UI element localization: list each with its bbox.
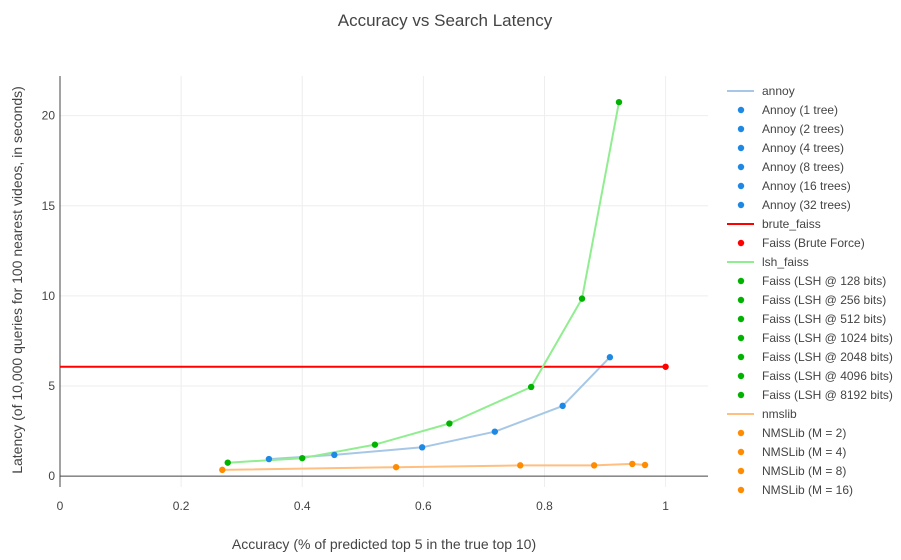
point-nmslib-m-2 (219, 466, 226, 474)
legend-swatch-marker (737, 391, 745, 399)
y-tick-label: 5 (48, 379, 55, 393)
legend-item-nmslib-m-16: NMSLib (M = 16) (762, 483, 853, 497)
legend-item-annoy-32-trees: Annoy (32 trees) (762, 198, 851, 212)
legend-swatch-marker (737, 486, 745, 494)
legend-item-faiss-lsh-1024-bits: Faiss (LSH @ 1024 bits) (762, 331, 893, 345)
series-points (219, 98, 669, 474)
point-faiss-lsh-256-bits (299, 454, 306, 462)
legend-item-nmslib-m-2: NMSLib (M = 2) (762, 426, 846, 440)
legend-item-faiss-lsh-4096-bits: Faiss (LSH @ 4096 bits) (762, 369, 893, 383)
x-tick-label: 0.8 (536, 499, 553, 513)
point-nmslib-m-16 (590, 462, 598, 469)
x-tick-label: 0.6 (415, 499, 432, 513)
line-annoy (268, 356, 611, 461)
y-axis-ticks: 0 5 10 15 20 (42, 109, 56, 484)
point-faiss-lsh-1024-bits (446, 420, 453, 427)
point-annoy-8-trees (418, 444, 426, 451)
legend: annoy Annoy (1 tree) Annoy (2 trees) Annoy … (727, 84, 893, 497)
legend-swatch-marker (737, 144, 745, 152)
legend-swatch-marker (737, 277, 745, 285)
point-nmslib-m-8 (517, 462, 524, 469)
y-tick-label: 15 (42, 199, 56, 213)
legend-item-annoy-4-trees: Annoy (4 trees) (762, 141, 844, 155)
legend-swatch-marker (737, 296, 745, 304)
y-tick-label: 0 (48, 469, 55, 483)
legend-item-faiss-lsh-2048-bits: Faiss (LSH @ 2048 bits) (762, 350, 893, 364)
point-nmslib-m-4 (392, 463, 400, 471)
legend-item-faiss-lsh-256-bits: Faiss (LSH @ 256 bits) (762, 293, 886, 307)
point-faiss-lsh-8192-bits (615, 98, 623, 106)
legend-item-nmslib-m-8: NMSLib (M = 8) (762, 464, 846, 478)
y-tick-label: 20 (42, 109, 56, 123)
legend-item-brute-faiss: brute_faiss (762, 217, 821, 231)
legend-swatch-marker (737, 429, 745, 437)
legend-item-annoy-2-trees: Annoy (2 trees) (762, 122, 844, 136)
x-tick-label: 0 (57, 499, 64, 513)
point-annoy-4-trees (491, 428, 499, 435)
legend-swatch-marker (737, 448, 745, 456)
legend-item-faiss-lsh-512-bits: Faiss (LSH @ 512 bits) (762, 312, 886, 326)
legend-swatch-marker (737, 239, 745, 247)
line-nmslib (222, 462, 646, 471)
legend-swatch-marker (737, 353, 745, 361)
legend-swatch-marker (737, 163, 745, 171)
point-annoy-2-trees (559, 402, 566, 410)
point-faiss-brute-force (662, 363, 669, 370)
x-axis-label: Accuracy (% of predicted top 5 in the tr… (232, 536, 536, 552)
point-faiss-lsh-4096-bits (578, 295, 586, 302)
x-tick-label: 0.2 (173, 499, 190, 513)
legend-swatch-marker (737, 125, 745, 133)
legend-item-nmslib: nmslib (762, 407, 797, 421)
point-annoy-32-trees (265, 455, 273, 463)
series-lines (60, 101, 666, 471)
legend-swatch-marker (737, 201, 745, 209)
point-annoy-16-trees (331, 451, 338, 459)
point-unlabeled (641, 461, 649, 469)
legend-item-nmslib-m-4: NMSLib (M = 4) (762, 445, 846, 459)
legend-swatch-marker (737, 315, 745, 323)
legend-item-faiss-lsh-128-bits: Faiss (LSH @ 128 bits) (762, 274, 886, 288)
point-unlabeled (629, 460, 636, 468)
point-faiss-lsh-128-bits (224, 459, 231, 466)
point-faiss-lsh-512-bits (371, 441, 379, 448)
point-annoy-1-tree (606, 354, 614, 361)
legend-swatch-marker (737, 334, 745, 342)
legend-swatch-marker (737, 182, 745, 190)
legend-swatch-marker (737, 467, 745, 475)
grid (60, 76, 708, 487)
chart-title: Accuracy vs Search Latency (338, 11, 553, 30)
legend-item-annoy-16-trees: Annoy (16 trees) (762, 179, 851, 193)
legend-item-annoy: annoy (762, 84, 795, 98)
legend-swatch-marker (737, 106, 745, 114)
legend-item-annoy-1-tree: Annoy (1 tree) (762, 103, 838, 117)
legend-item-lsh-faiss: lsh_faiss (762, 255, 809, 269)
x-axis-ticks: 0 0.2 0.4 0.6 0.8 1 (57, 499, 670, 513)
legend-swatch-marker (737, 372, 745, 380)
x-tick-label: 1 (662, 499, 669, 513)
legend-item-annoy-8-trees: Annoy (8 trees) (762, 160, 844, 174)
legend-item-faiss-lsh-8192-bits: Faiss (LSH @ 8192 bits) (762, 388, 893, 402)
y-axis-label: Latency (of 10,000 queries for 100 neare… (9, 86, 25, 474)
x-tick-label: 0.4 (294, 499, 311, 513)
y-tick-label: 10 (42, 289, 56, 303)
axes (59, 76, 708, 487)
point-faiss-lsh-2048-bits (527, 383, 535, 391)
legend-item-faiss-brute-force: Faiss (Brute Force) (762, 236, 865, 250)
